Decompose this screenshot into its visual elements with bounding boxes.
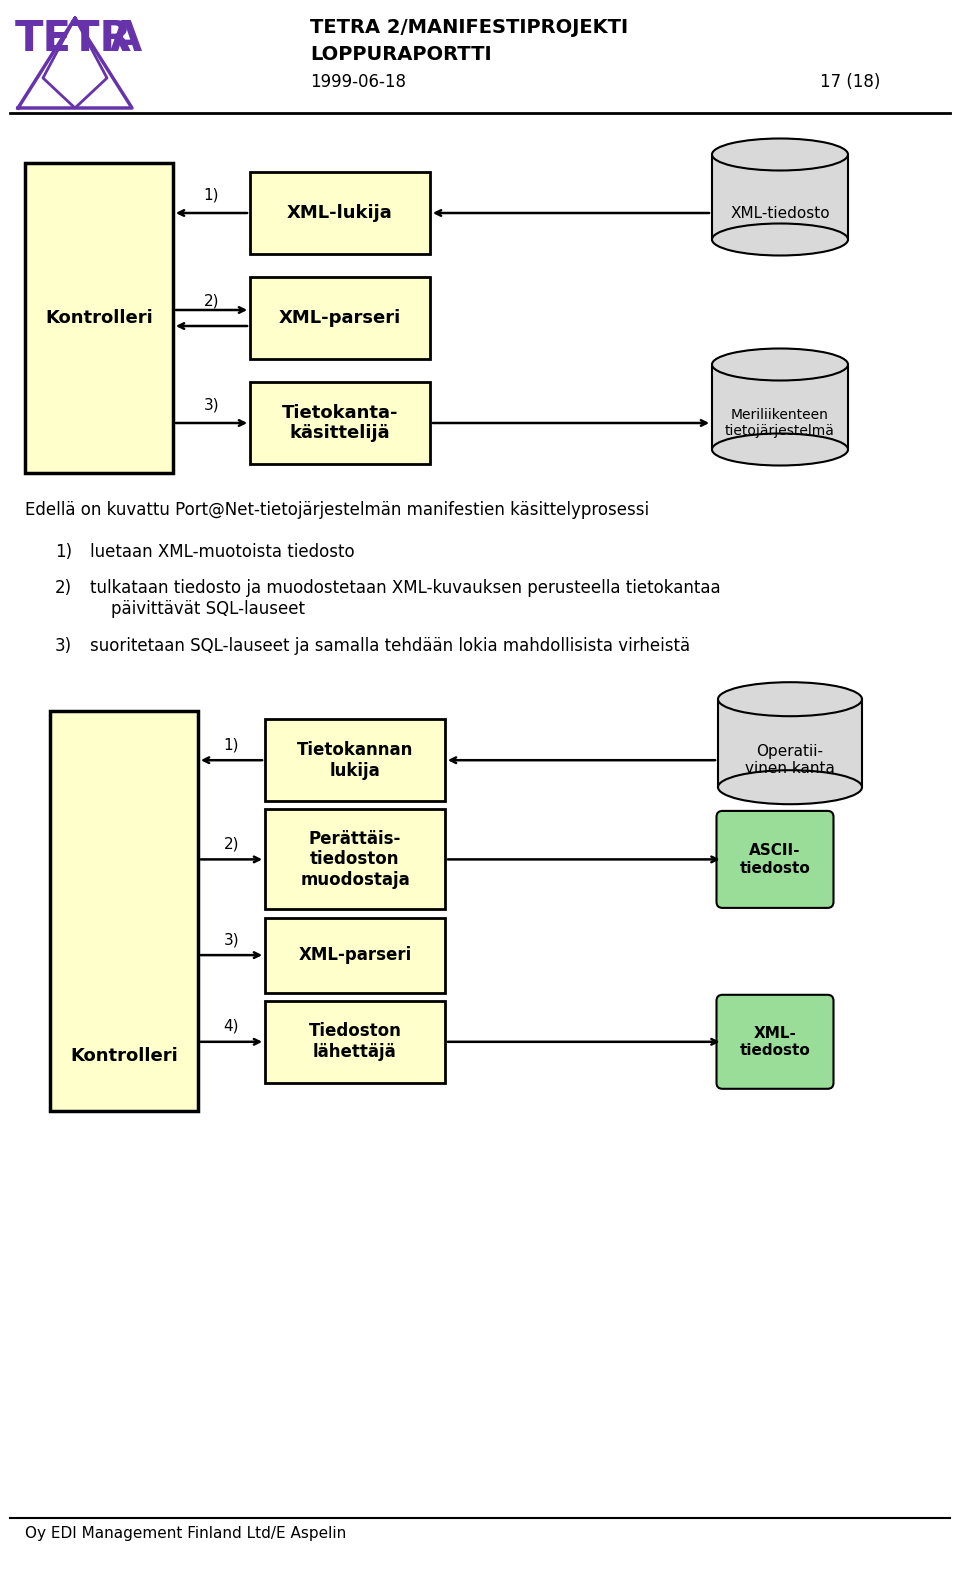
Text: XML-tiedosto: XML-tiedosto bbox=[731, 206, 829, 220]
Text: XML-parseri: XML-parseri bbox=[278, 308, 401, 327]
FancyBboxPatch shape bbox=[25, 164, 173, 473]
FancyBboxPatch shape bbox=[265, 1000, 445, 1082]
FancyBboxPatch shape bbox=[265, 719, 445, 801]
FancyBboxPatch shape bbox=[265, 917, 445, 993]
FancyBboxPatch shape bbox=[265, 810, 445, 909]
Text: 3): 3) bbox=[224, 933, 239, 947]
Text: 3): 3) bbox=[204, 398, 219, 414]
FancyBboxPatch shape bbox=[716, 812, 833, 908]
FancyBboxPatch shape bbox=[718, 700, 862, 786]
Text: 2): 2) bbox=[224, 837, 239, 851]
Text: 2): 2) bbox=[55, 579, 72, 598]
Text: Meriliikenteen
tietojärjestelmä: Meriliikenteen tietojärjestelmä bbox=[725, 407, 835, 439]
Text: XML-parseri: XML-parseri bbox=[299, 945, 412, 964]
FancyBboxPatch shape bbox=[250, 171, 430, 253]
FancyBboxPatch shape bbox=[250, 277, 430, 359]
FancyBboxPatch shape bbox=[716, 994, 833, 1089]
Text: tulkataan tiedosto ja muodostetaan XML-kuvauksen perusteella tietokantaa
    päi: tulkataan tiedosto ja muodostetaan XML-k… bbox=[90, 579, 721, 618]
Ellipse shape bbox=[712, 223, 848, 255]
FancyBboxPatch shape bbox=[250, 382, 430, 464]
Text: suoritetaan SQL-lauseet ja samalla tehdään lokia mahdollisista virheistä: suoritetaan SQL-lauseet ja samalla tehdä… bbox=[90, 637, 690, 654]
Text: ASCII-
tiedosto: ASCII- tiedosto bbox=[739, 843, 810, 876]
Text: Kontrolleri: Kontrolleri bbox=[70, 1048, 178, 1065]
Text: Kontrolleri: Kontrolleri bbox=[45, 308, 153, 327]
Ellipse shape bbox=[712, 349, 848, 381]
Text: Perättäis-
tiedoston
muodostaja: Perättäis- tiedoston muodostaja bbox=[300, 829, 410, 889]
Text: TETRA 2/MANIFESTIPROJEKTI: TETRA 2/MANIFESTIPROJEKTI bbox=[310, 17, 628, 38]
Text: 17 (18): 17 (18) bbox=[820, 72, 880, 91]
Ellipse shape bbox=[718, 683, 862, 716]
Text: A: A bbox=[110, 17, 142, 60]
Text: 2): 2) bbox=[204, 293, 219, 308]
Text: luetaan XML-muotoista tiedosto: luetaan XML-muotoista tiedosto bbox=[90, 543, 354, 562]
Text: 4): 4) bbox=[224, 1019, 239, 1033]
Text: Edellä on kuvattu Port@Net-tietojärjestelmän manifestien käsittelyprosessi: Edellä on kuvattu Port@Net-tietojärjeste… bbox=[25, 500, 649, 519]
Text: 1): 1) bbox=[204, 189, 219, 203]
Text: 1999-06-18: 1999-06-18 bbox=[310, 72, 406, 91]
Text: Tietokanta-
käsittelijä: Tietokanta- käsittelijä bbox=[281, 404, 398, 442]
FancyBboxPatch shape bbox=[712, 154, 848, 239]
Text: Tiedoston
lähettäjä: Tiedoston lähettäjä bbox=[308, 1022, 401, 1062]
Text: Operatii-
vinen kanta: Operatii- vinen kanta bbox=[745, 744, 835, 777]
FancyBboxPatch shape bbox=[50, 711, 198, 1111]
Text: XML-
tiedosto: XML- tiedosto bbox=[739, 1026, 810, 1059]
FancyBboxPatch shape bbox=[712, 365, 848, 450]
Text: Oy EDI Management Finland Ltd/E Aspelin: Oy EDI Management Finland Ltd/E Aspelin bbox=[25, 1526, 347, 1542]
Text: 1): 1) bbox=[224, 738, 239, 752]
Text: 1): 1) bbox=[55, 543, 72, 562]
Text: LOPPURAPORTTI: LOPPURAPORTTI bbox=[310, 46, 492, 64]
Text: TETR: TETR bbox=[15, 17, 132, 60]
Ellipse shape bbox=[718, 771, 862, 804]
Text: 3): 3) bbox=[55, 637, 72, 654]
Ellipse shape bbox=[712, 434, 848, 466]
Ellipse shape bbox=[712, 138, 848, 170]
Text: XML-lukija: XML-lukija bbox=[287, 204, 393, 222]
Text: Tietokannan
lukija: Tietokannan lukija bbox=[297, 741, 413, 780]
